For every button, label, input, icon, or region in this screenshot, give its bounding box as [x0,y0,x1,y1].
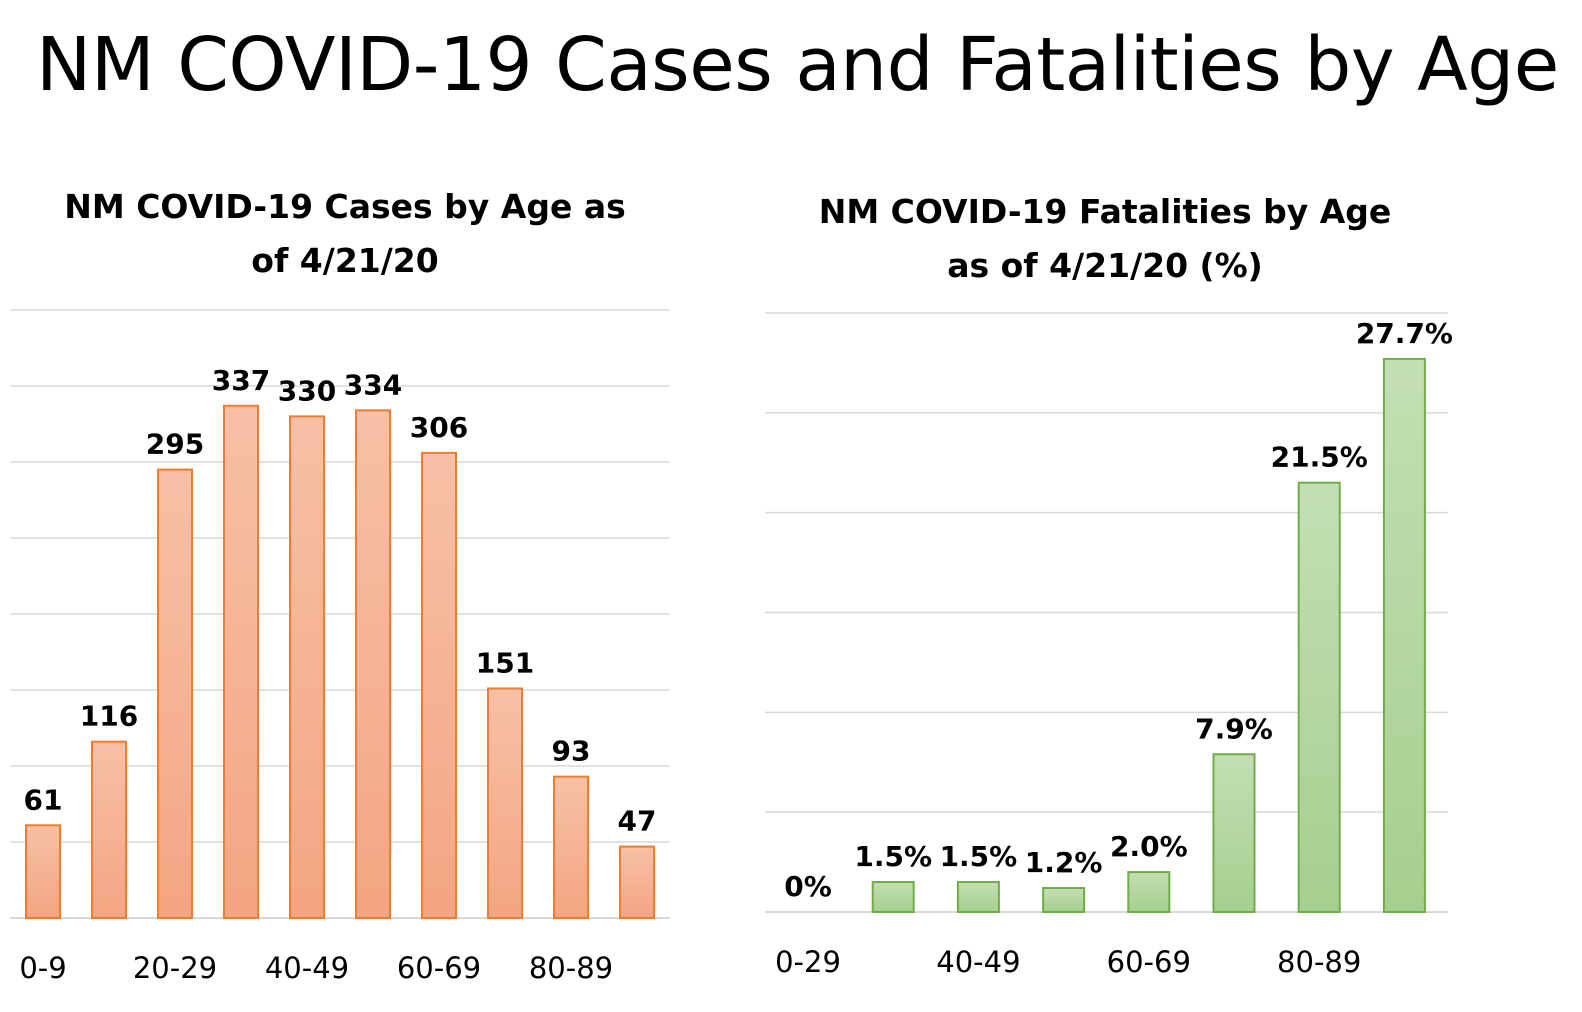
fatalities-data-label: 21.5% [1271,441,1368,474]
cases-data-label: 306 [410,411,468,444]
cases-tick-label: 0-9 [19,951,66,985]
fatalities-bar [956,881,1000,913]
cases-bar [487,687,523,919]
fatalities-data-label: 1.5% [854,840,932,873]
cases-data-label: 337 [212,364,270,397]
fatalities-bar [1042,887,1086,913]
cases-bar [289,415,325,919]
cases-data-label: 330 [278,374,336,407]
fatalities-tick-label: 80-89 [1277,945,1361,979]
fatalities-chart-title: NM COVID-19 Fatalities by Age as of 4/21… [800,185,1410,293]
cases-bar [421,451,457,919]
fatalities-data-label: 7.9% [1195,712,1273,745]
cases-tick-label: 20-29 [133,951,217,985]
fatalities-bar [1297,481,1341,913]
fatalities-bar [1212,753,1256,913]
cases-data-label: 47 [618,805,657,838]
cases-bar [25,824,61,920]
fatalities-data-label: 27.7% [1356,317,1453,350]
cases-chart-title: NM COVID-19 Cases by Age as of 4/21/20 [40,180,650,288]
cases-bar [91,740,127,919]
cases-data-label: 93 [552,735,591,768]
fatalities-tick-label: 40-49 [936,945,1020,979]
cases-tick-label: 40-49 [265,951,349,985]
cases-chart-title-line-2: of 4/21/20 [251,241,439,280]
fatalities-bar [871,881,915,913]
cases-bar [157,468,193,919]
fatalities-chart-title-line-1: NM COVID-19 Fatalities by Age [818,192,1392,231]
fatalities-data-label: 0% [784,870,832,903]
cases-tick-label: 60-69 [397,951,481,985]
cases-bar [223,404,259,919]
fatalities-data-label: 1.2% [1025,846,1103,879]
cases-bar [553,775,589,920]
fatalities-tick-label: 0-29 [775,945,841,979]
fatalities-chart: 0% 0-29 1.5% 1.5% 40-49 1.2% 2.0% 60-69 7.9% 21.5… [765,312,1453,979]
fatalities-data-label: 1.5% [940,840,1018,873]
fatalities-tick-label: 60-69 [1107,945,1191,979]
cases-tick-label: 80-89 [529,951,613,985]
cases-data-label: 116 [80,700,138,733]
fatalities-data-label: 2.0% [1110,830,1188,863]
cases-data-label: 151 [476,646,534,679]
cases-data-label: 334 [344,368,402,401]
cases-data-label: 295 [146,428,204,461]
slide-title: NM COVID-19 Cases and Fatalities by Age [36,22,1559,108]
cases-chart-title-line-1: NM COVID-19 Cases by Age as [64,187,626,226]
cases-bar [619,845,655,919]
cases-bar [355,409,391,919]
fatalities-bar [1127,871,1171,913]
fatalities-bar [1382,357,1426,913]
fatalities-chart-title-line-2: as of 4/21/20 (%) [947,246,1263,285]
cases-data-label: 61 [24,783,63,816]
